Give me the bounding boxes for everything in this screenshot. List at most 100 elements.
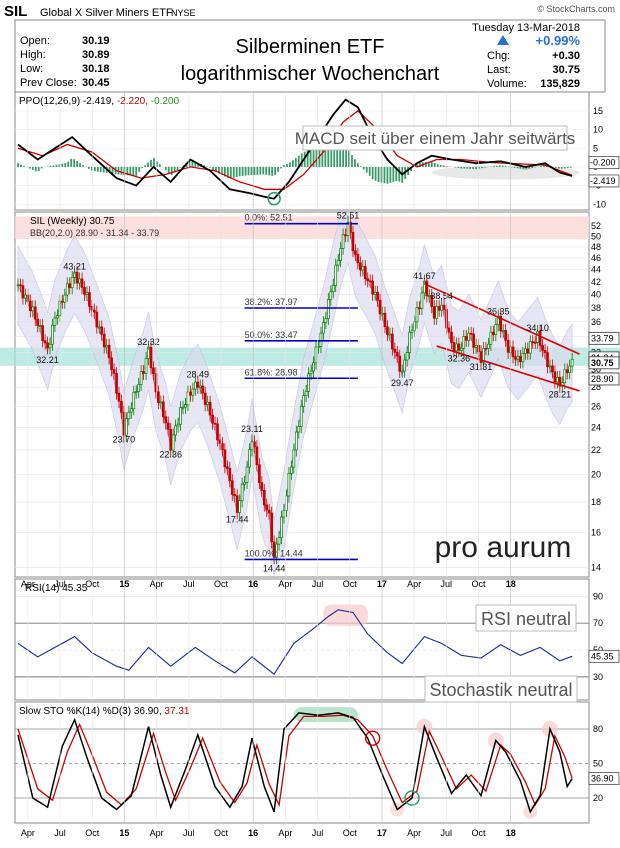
ppo-annotation-text: MACD seit über einem Jahr seitwärts: [295, 129, 576, 148]
price-bar-body: [468, 333, 470, 340]
price-bar-body: [418, 308, 420, 309]
fund-name: Global X Silver Miners ETF: [40, 7, 173, 19]
price-bar-body: [571, 359, 573, 366]
price-bar-body: [337, 261, 339, 266]
price-bar-body: [386, 327, 388, 335]
price-bar-body: [140, 371, 142, 384]
price-label: 28.21: [549, 389, 572, 399]
x-tick-label-price: Apr: [150, 579, 164, 589]
price-bar-body: [207, 402, 209, 404]
ppo-histogram-bar: [35, 167, 37, 171]
price-bar-body: [91, 306, 93, 310]
ppo-histogram-bar: [159, 164, 161, 167]
ppo-histogram-bar: [292, 160, 294, 167]
ppo-histogram-bar: [67, 162, 69, 167]
ppo-histogram-bar: [460, 167, 462, 168]
price-tick-label: 38: [591, 303, 601, 313]
exchange: NYSE: [171, 8, 196, 18]
ppo-histogram-bar: [171, 167, 173, 175]
volume-value: 135,829: [540, 78, 580, 90]
price-bar-body: [231, 481, 233, 495]
price-bar-body: [502, 330, 504, 331]
price-bar-body: [517, 356, 519, 359]
ppo-histogram-bar: [251, 167, 253, 175]
price-label: 41.67: [413, 271, 436, 281]
ppo-histogram-bar: [38, 167, 40, 171]
ppo-histogram-bar: [505, 166, 507, 167]
ppo-histogram-bar: [499, 165, 501, 166]
ppo-histogram-bar: [484, 167, 486, 168]
ppo-histogram-bar: [289, 162, 291, 166]
price-bar-body: [192, 389, 194, 395]
ppo-histogram-bar: [132, 167, 134, 176]
ppo-histogram-bar: [248, 167, 250, 175]
price-bar-body: [298, 427, 300, 432]
ppo-histogram-bar: [56, 165, 58, 167]
price-bar-body: [253, 442, 255, 447]
price-bar-body: [438, 307, 440, 311]
ppo-histogram-bar: [17, 163, 19, 167]
price-bar-body: [384, 313, 386, 327]
ppo-histogram-bar: [437, 164, 439, 167]
sto-annotation: Stochastik neutral: [425, 676, 577, 702]
price-bar-body: [189, 392, 191, 395]
ppo-histogram-bar: [366, 167, 368, 173]
ppo-histogram-bar: [180, 167, 182, 168]
price-bar-body: [547, 353, 549, 367]
price-tick-label: 52: [591, 221, 601, 231]
price-tick-label: 18: [591, 497, 601, 507]
ppo-histogram-bar: [440, 165, 442, 167]
price-bar-body: [120, 401, 122, 412]
price-bar-body: [103, 334, 105, 347]
price-bar-body: [473, 334, 475, 347]
last-value: 30.75: [552, 64, 580, 76]
ppo-tick-label: 15: [593, 106, 603, 116]
x-tick-label-bottom: Jul: [183, 828, 195, 838]
price-bar-body: [177, 424, 179, 426]
price-bar-body: [436, 307, 438, 319]
x-tick-label-bottom: 17: [377, 828, 387, 838]
price-bar-body: [369, 281, 371, 282]
price-bar-body: [357, 254, 359, 262]
price-tick-label: 14: [591, 562, 601, 572]
price-title: SIL (Weekly) 30.75: [30, 216, 115, 227]
ppo-histogram-bar: [32, 167, 34, 170]
price-bar-body: [81, 279, 83, 288]
ppo-histogram-bar: [236, 167, 238, 177]
ppo-histogram-bar: [259, 167, 261, 175]
ppo-histogram-bar: [73, 159, 75, 167]
ppo-histogram-bar: [570, 167, 572, 168]
price-bar-body: [194, 382, 196, 389]
ppo-histogram-bar: [540, 166, 542, 167]
price-bar-body: [569, 366, 571, 373]
price-bar-body: [47, 343, 49, 348]
ppo-histogram-bar: [177, 167, 179, 170]
price-bar-body: [261, 483, 263, 491]
price-bar-body: [544, 350, 546, 352]
price-tick-label: 46: [591, 253, 601, 263]
ppo-histogram-bar: [372, 167, 374, 179]
price-tick-label: 50: [591, 231, 601, 241]
price-bar-body: [88, 293, 90, 307]
ppo-histogram-bar: [50, 166, 52, 167]
x-tick-label-price: Oct: [343, 579, 358, 589]
ppo-histogram-bar: [295, 158, 297, 167]
price-bar-body: [345, 235, 347, 236]
price-tick-label: 42: [591, 277, 601, 287]
price-bar-body: [111, 358, 113, 370]
price-bar-body: [281, 517, 283, 538]
price-bar-body: [157, 392, 159, 403]
price-bar-body: [150, 347, 152, 368]
price-bar-body: [305, 391, 307, 395]
price-label: 52.51: [337, 211, 360, 221]
fib-label: 50.0%: 33.47: [245, 330, 298, 340]
ppo-histogram-bar: [150, 160, 152, 167]
ppo-histogram-bar: [144, 165, 146, 167]
price-bar-body: [332, 285, 334, 291]
ppo-histogram-bar: [168, 167, 170, 174]
price-bar-body: [421, 293, 423, 309]
price-bar-body: [98, 327, 100, 328]
x-tick-label-bottom: Jul: [441, 828, 453, 838]
price-bar-body: [130, 409, 132, 413]
price-tick-label: 44: [591, 265, 601, 275]
